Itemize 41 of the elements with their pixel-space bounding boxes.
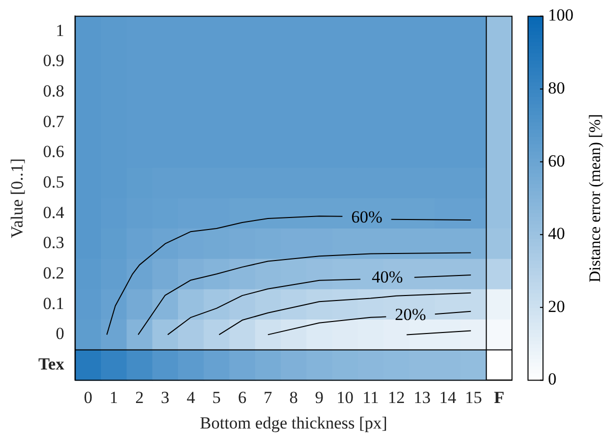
x-tick-label: 10 xyxy=(336,388,354,407)
x-tick-label: 13 xyxy=(414,388,431,407)
y-tick-label: 0.4 xyxy=(42,202,65,222)
x-tick-label: 9 xyxy=(315,388,324,407)
x-tick-label: 0 xyxy=(84,388,92,407)
y-tick-label: 0.5 xyxy=(42,172,64,192)
y-tick-label: 0.3 xyxy=(42,233,64,252)
y-tick-label: 0.8 xyxy=(42,82,64,100)
annotation: 60% xyxy=(351,207,382,226)
y-axis-title: Value [0..1] xyxy=(8,158,27,238)
x-tick-label: 5 xyxy=(212,388,221,407)
color-bar-label: 60 xyxy=(548,151,565,170)
color-bar-label: 20 xyxy=(548,296,565,316)
x-tick-label: 1 xyxy=(110,388,118,407)
x-tick-label: 3 xyxy=(160,388,170,407)
annotation: 20% xyxy=(394,304,426,324)
x-tick-label: F xyxy=(494,388,504,407)
color-bar-label: 100 xyxy=(548,6,574,25)
annotation: 40% xyxy=(372,268,403,287)
x-tick-label: 4 xyxy=(186,388,196,407)
x-axis-title: Bottom edge thickness [px] xyxy=(200,413,388,432)
y-tick-label: 0.7 xyxy=(42,112,65,131)
x-tick-label: 14 xyxy=(439,388,457,407)
color-bar-label: 0 xyxy=(548,370,556,389)
y-tick-label: 1 xyxy=(56,20,64,40)
x-tick-label: 2 xyxy=(135,388,144,407)
y-tick-label: 0.2 xyxy=(42,264,64,282)
color-bar-label: 40 xyxy=(548,224,565,244)
y-tick-label: 0 xyxy=(56,324,64,344)
x-tick-label: 8 xyxy=(289,388,298,407)
y-tick-label: 0.1 xyxy=(42,294,64,313)
x-tick-label: 12 xyxy=(388,388,405,407)
y-tick-label: Tex xyxy=(38,354,65,374)
x-tick-label: 7 xyxy=(264,388,273,407)
color-bar-label: 80 xyxy=(548,78,565,98)
x-tick-label: 11 xyxy=(362,388,379,407)
y-tick-label: 0.6 xyxy=(42,142,64,162)
color-bar-title: Distance error (mean) [%] xyxy=(587,114,604,282)
y-tick-label: 0.9 xyxy=(42,51,64,70)
x-tick-label: 15 xyxy=(464,388,482,407)
x-tick-label: 6 xyxy=(238,388,246,407)
